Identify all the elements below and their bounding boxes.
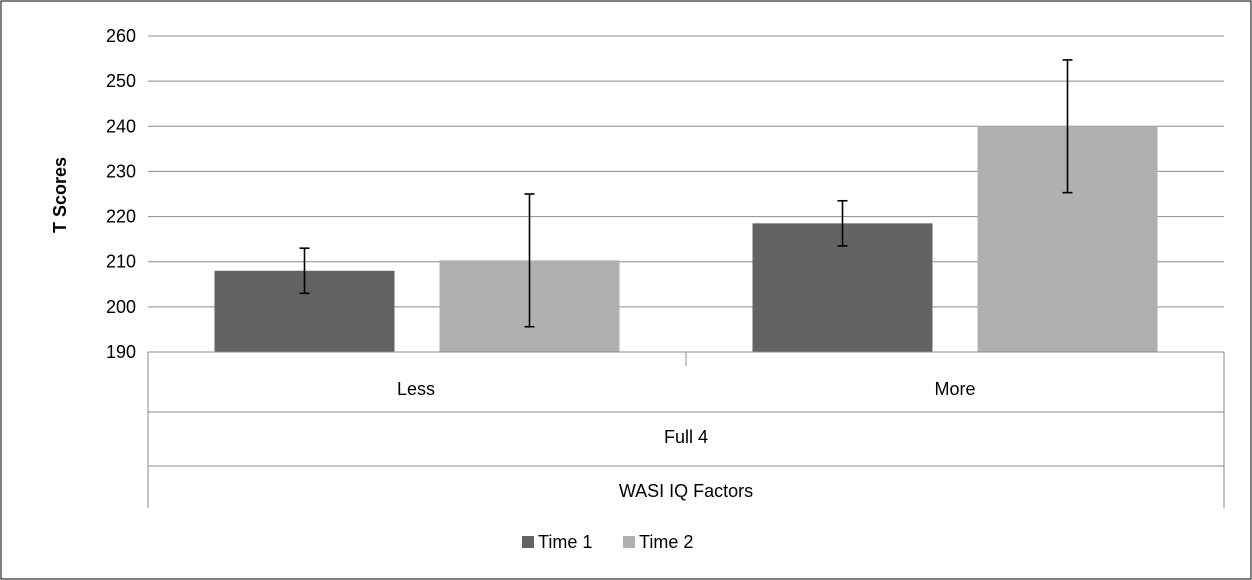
legend-swatch-time-2 bbox=[623, 536, 635, 548]
legend: Time 1 Time 2 bbox=[522, 532, 693, 552]
error-bars bbox=[299, 59, 1073, 328]
legend-label-time-1: Time 1 bbox=[538, 532, 592, 552]
y-tick-label-240: 240 bbox=[106, 116, 136, 136]
bars bbox=[214, 126, 1158, 353]
y-tick-label-230: 230 bbox=[106, 161, 136, 181]
category-label-less: Less bbox=[397, 379, 435, 399]
category-axis bbox=[147, 351, 1225, 508]
y-axis-title: T Scores bbox=[50, 157, 70, 233]
y-tick-label-220: 220 bbox=[106, 207, 136, 227]
category-label-more: More bbox=[934, 379, 975, 399]
y-tick-label-250: 250 bbox=[106, 71, 136, 91]
y-tick-label-200: 200 bbox=[106, 297, 136, 317]
group-label: Full 4 bbox=[664, 427, 708, 447]
y-tick-label-210: 210 bbox=[106, 252, 136, 272]
legend-swatch-time-1 bbox=[522, 536, 534, 548]
x-axis-title: WASI IQ Factors bbox=[619, 481, 753, 501]
legend-label-time-2: Time 2 bbox=[639, 532, 693, 552]
y-tick-label-190: 190 bbox=[106, 342, 136, 362]
y-tick-label-260: 260 bbox=[106, 26, 136, 46]
y-tick-labels: 190 200 210 220 230 240 250 260 bbox=[106, 26, 136, 362]
